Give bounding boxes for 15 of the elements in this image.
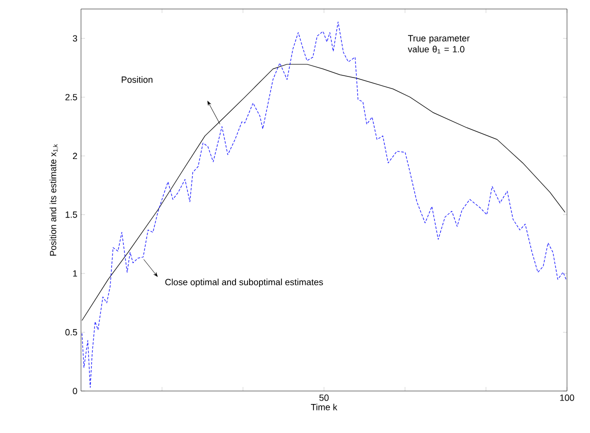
y-tick-label: 0.5	[65, 329, 78, 336]
line-series	[82, 22, 566, 388]
x-tick-label: 100	[560, 394, 574, 401]
annotation: True parameter value θ$_{1}$ = 1.0	[408, 35, 470, 54]
annotation: Close optimal and suboptimal estimates	[165, 278, 323, 288]
annotation: Position	[122, 76, 152, 83]
x-tick-label: 50	[319, 394, 329, 401]
y-tick-label: 1	[73, 270, 78, 277]
y-tick-label: 3	[72, 35, 78, 42]
x-axis-title: Time k	[310, 404, 338, 410]
y-tick-label: 1.5	[66, 212, 78, 218]
y-axis-title: Position and its estimate x$_{1,k}$	[50, 144, 58, 256]
y-tick-label: 2.5	[65, 94, 78, 100]
y-tick-label: 2	[72, 152, 78, 160]
y-tick-label: 0	[72, 388, 78, 394]
